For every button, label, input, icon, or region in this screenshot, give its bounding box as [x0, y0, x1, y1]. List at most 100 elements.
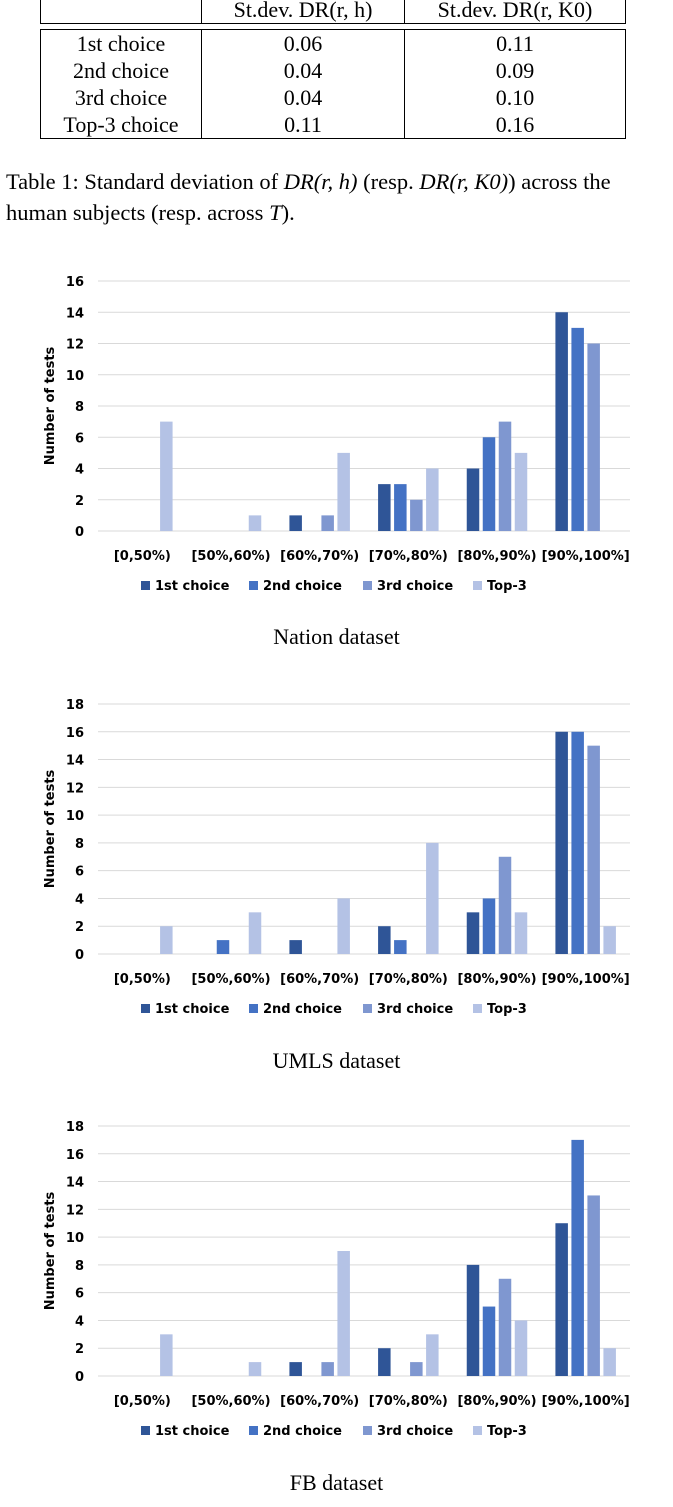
fb-chart: 0 2 4 6 8 10 12 14 16 18 Number of tests [0,50%) [50… — [0, 1110, 673, 1460]
stdev-value: 0.10 — [404, 84, 626, 111]
legend-label: 2nd choice — [263, 1424, 342, 1439]
x-tick-label: [60%,70%) — [280, 972, 359, 987]
y-tick-label: 6 — [75, 865, 84, 880]
legend-label: 1st choice — [155, 1424, 230, 1439]
x-tick-label: [90%,100%] — [542, 972, 630, 987]
y-tick-label: 4 — [75, 463, 84, 478]
bar — [555, 731, 568, 954]
bar — [482, 898, 496, 954]
row-label: 1st choice — [40, 29, 202, 57]
stdev-value: 0.09 — [404, 57, 626, 84]
legend-swatch — [473, 581, 482, 590]
y-tick-label: 10 — [66, 369, 84, 384]
stdev-value: 0.06 — [201, 29, 405, 57]
y-tick-label: 2 — [75, 920, 84, 935]
table-row: Top-3 choice 0.11 0.16 — [40, 111, 626, 139]
x-tick-label: [80%,90%) — [457, 549, 536, 564]
bar — [337, 452, 350, 531]
y-tick-label: 2 — [75, 1342, 84, 1357]
y-tick-label: 10 — [66, 1231, 84, 1246]
x-tick-label: [60%,70%) — [280, 549, 359, 564]
x-tick-label: [50%,60%) — [191, 1394, 270, 1409]
bar — [466, 912, 480, 954]
bar — [426, 468, 439, 531]
x-tick-label: [60%,70%) — [280, 1394, 359, 1409]
y-tick-label: 0 — [75, 948, 84, 963]
y-axis-label: Number of tests — [43, 346, 58, 465]
bar — [394, 484, 407, 531]
y-tick-label: 12 — [66, 1203, 84, 1218]
x-tick-label: [90%,100%] — [542, 1394, 630, 1409]
bar — [160, 421, 173, 531]
bar — [498, 856, 512, 954]
legend-label: 2nd choice — [263, 1002, 342, 1017]
table-header-dr-rk0: St.dev. DR(r, K0) — [404, 0, 626, 24]
table-header-row: St.dev. DR(r, h) St.dev. DR(r, K0) — [40, 0, 626, 24]
y-axis-label: Number of tests — [43, 1191, 58, 1310]
bar — [378, 1348, 391, 1376]
y-tick-label: 16 — [66, 726, 84, 741]
stdev-value: 0.16 — [404, 111, 626, 139]
legend-label: 1st choice — [155, 1002, 230, 1017]
table-header-empty — [40, 0, 202, 24]
table-row: 3rd choice 0.04 0.10 — [40, 84, 626, 111]
bar — [248, 1362, 262, 1376]
bar — [289, 515, 302, 531]
nation-chart: 0 2 4 6 8 10 12 14 16 Number of tests [0,50%) [50%,… — [0, 265, 673, 615]
bar — [482, 437, 496, 531]
bar — [482, 1306, 496, 1376]
bar — [248, 912, 262, 954]
bar — [337, 898, 350, 954]
bar — [587, 343, 600, 531]
y-tick-label: 10 — [66, 809, 84, 824]
y-tick-label: 6 — [75, 1287, 84, 1302]
y-axis-label: Number of tests — [43, 769, 58, 888]
y-tick-label: 0 — [75, 1370, 84, 1385]
y-tick-label: 12 — [66, 338, 84, 353]
bar — [160, 926, 173, 954]
y-tick-label: 0 — [75, 525, 84, 540]
legend-swatch — [473, 1004, 482, 1013]
legend-label: Top-3 — [487, 1424, 527, 1439]
legend-swatch — [249, 581, 258, 590]
bar — [587, 1195, 600, 1376]
table-row: 1st choice 0.06 0.11 — [40, 29, 626, 57]
y-tick-label: 14 — [66, 1176, 84, 1191]
row-label: Top-3 choice — [40, 111, 202, 139]
bar — [410, 1362, 423, 1376]
y-tick-label: 6 — [75, 431, 84, 446]
x-tick-label: [70%,80%) — [369, 1394, 448, 1409]
y-tick-label: 2 — [75, 494, 84, 509]
legend-swatch — [249, 1004, 258, 1013]
bar — [571, 731, 584, 954]
bar — [571, 1139, 584, 1376]
stdev-value: 0.04 — [201, 84, 405, 111]
y-tick-label: 18 — [66, 698, 84, 713]
bar — [216, 940, 230, 954]
y-tick-label: 14 — [66, 306, 84, 321]
bar — [587, 745, 600, 954]
legend-label: Top-3 — [487, 579, 527, 594]
bar — [289, 940, 302, 954]
bar — [571, 327, 584, 531]
x-tick-label: [0,50%) — [114, 1394, 171, 1409]
bar — [498, 421, 512, 531]
legend-label: 2nd choice — [263, 579, 342, 594]
bar — [514, 912, 528, 954]
y-tick-label: 8 — [75, 1259, 84, 1274]
bar — [378, 926, 391, 954]
legend-label: Top-3 — [487, 1002, 527, 1017]
fb-chart-svg: 0 2 4 6 8 10 12 14 16 18 Number of tests [0,50%) [50… — [43, 1120, 630, 1439]
bar — [337, 1251, 350, 1376]
legend-label: 3rd choice — [377, 579, 453, 594]
caption-text: ) across the human subjects (resp. acros… — [6, 169, 611, 225]
y-tick-label: 8 — [75, 400, 84, 415]
bar — [410, 499, 423, 531]
stdev-value: 0.11 — [201, 111, 405, 139]
legend-label: 3rd choice — [377, 1424, 453, 1439]
y-tick-label: 8 — [75, 837, 84, 852]
x-tick-label: [0,50%) — [114, 549, 171, 564]
bar — [555, 1223, 568, 1376]
bar — [466, 468, 480, 531]
nation-chart-svg: 0 2 4 6 8 10 12 14 16 Number of tests [0,50%) [50%,… — [43, 275, 630, 594]
